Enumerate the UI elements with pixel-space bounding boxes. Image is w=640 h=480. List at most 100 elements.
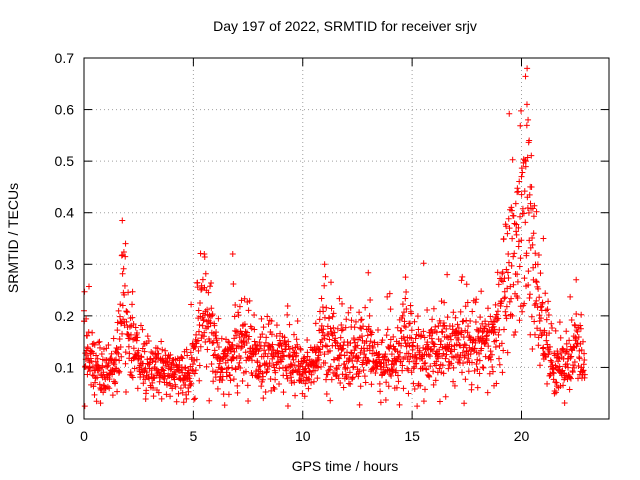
data-point [496,361,503,368]
data-point [366,347,373,354]
data-point [581,350,588,357]
data-point [376,356,383,363]
data-point [93,352,100,359]
data-point [420,398,427,405]
data-point [161,370,168,377]
data-point [462,303,469,310]
data-point [385,357,392,364]
data-point [578,347,585,354]
data-point [185,388,192,395]
data-point [381,370,388,377]
data-point [226,339,233,346]
data-point [355,354,362,361]
data-point [258,315,265,322]
data-point [215,315,222,322]
data-point [237,355,244,362]
data-point [111,361,118,368]
data-point [230,345,237,352]
plot-frame [83,57,610,420]
data-point [199,322,206,329]
data-point [284,375,291,382]
data-point [178,353,185,360]
data-point [172,383,179,390]
data-point [317,349,324,356]
data-point [232,302,239,309]
data-point [411,363,418,370]
data-point [445,365,452,372]
data-point [251,326,258,333]
data-point [158,395,165,402]
data-point [321,351,328,358]
data-point [536,294,543,301]
data-point [521,188,528,195]
data-point [459,318,466,325]
data-point [122,253,129,260]
data-point [472,299,479,306]
data-point [484,389,491,396]
data-point [490,323,497,330]
data-point [347,304,354,311]
data-point [516,263,523,270]
data-point [313,363,320,370]
data-point [474,384,481,391]
data-point [360,367,367,374]
data-point [518,107,525,114]
data-point [118,320,125,327]
data-point [547,357,554,364]
data-point [443,325,450,332]
data-point [240,338,247,345]
data-point [193,356,200,363]
data-point [140,380,147,387]
data-point [396,354,402,361]
data-point [86,364,93,371]
data-point [155,389,162,396]
data-point [389,368,396,375]
data-point [90,383,97,390]
data-point [526,191,533,198]
data-point [228,342,235,349]
data-point [517,213,524,220]
data-point [510,253,517,260]
data-point [307,369,314,376]
data-point [509,156,516,163]
data-point [457,342,464,349]
data-point [354,355,361,362]
data-point [213,337,220,344]
data-point [474,356,481,363]
data-point [569,369,576,376]
data-point [452,314,459,321]
data-point [206,397,213,404]
data-point [276,380,283,387]
data-point [167,382,174,389]
data-point [450,378,457,385]
data-point [82,364,89,371]
data-point [424,307,431,314]
data-point [252,350,259,357]
data-point [188,380,195,387]
data-point [108,350,115,357]
data-point [134,334,141,341]
data-point [407,302,414,309]
data-point [356,368,363,375]
data-point [115,367,122,374]
data-point [500,347,507,354]
data-point [502,294,509,301]
data-point [377,399,384,406]
data-point [316,346,323,353]
data-point [550,365,557,372]
data-point [319,336,326,343]
data-point [297,345,304,352]
data-point [230,354,237,361]
data-point [405,350,412,357]
data-point [444,314,451,321]
data-point [510,281,517,288]
data-point [273,333,280,340]
data-point [536,318,543,325]
data-point [444,271,451,278]
data-point [138,354,145,361]
data-point [488,351,495,358]
data-point [428,335,435,342]
data-point [329,313,336,320]
data-point [129,374,136,381]
data-point [271,386,278,393]
